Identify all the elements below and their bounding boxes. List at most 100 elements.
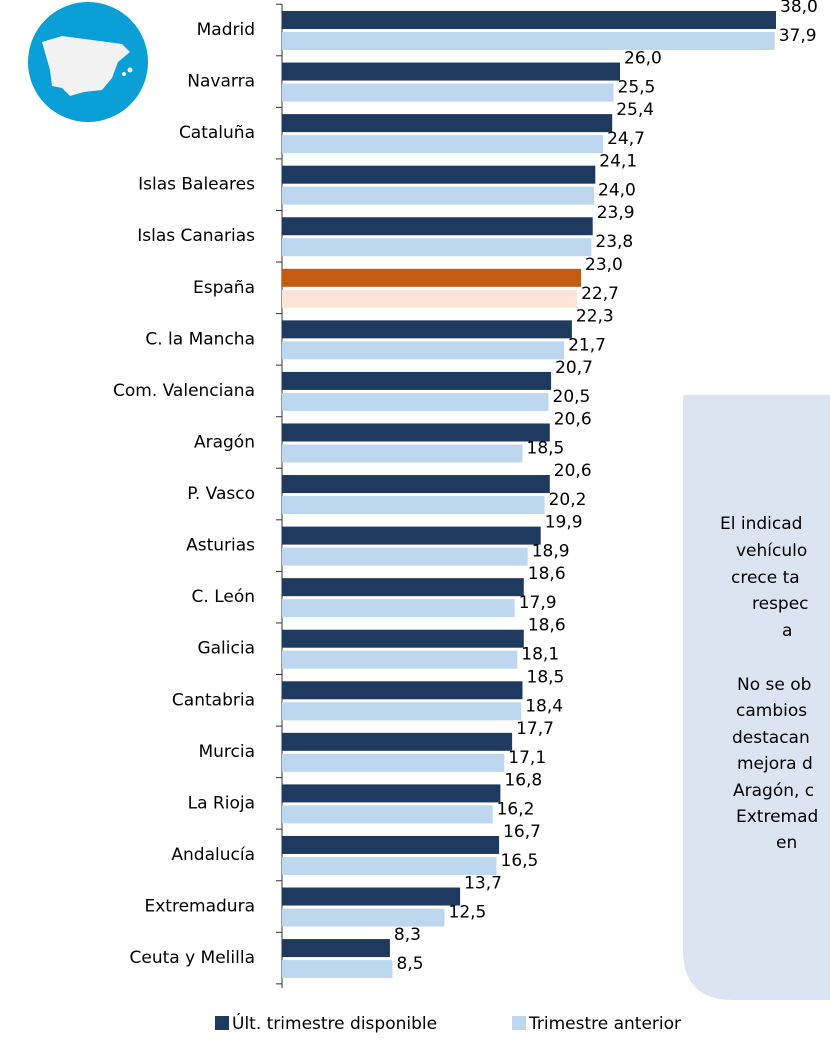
value-label: 8,5: [397, 954, 424, 974]
bar: [282, 784, 501, 803]
value-label: 18,5: [527, 667, 565, 687]
value-label: 18,1: [521, 645, 559, 665]
annotation-line: No se ob: [737, 675, 811, 695]
value-label: 20,5: [553, 387, 591, 407]
category-label: Murcia: [198, 742, 255, 762]
category-label: Extremadura: [145, 897, 256, 917]
bar: [282, 856, 497, 875]
category-label: España: [193, 278, 255, 298]
annotation-line: crece ta: [731, 568, 800, 588]
bar: [282, 702, 522, 721]
bar: [282, 238, 592, 257]
legend-swatch: [512, 1016, 526, 1030]
bar: [282, 681, 523, 700]
category-label: Navarra: [187, 72, 255, 92]
value-label: 21,7: [568, 335, 606, 355]
value-label: 20,6: [554, 409, 592, 429]
bar: [282, 753, 505, 772]
bar: [282, 578, 524, 597]
value-label: 16,2: [497, 799, 535, 819]
category-label: Madrid: [197, 20, 255, 40]
value-label: 22,7: [581, 284, 619, 304]
value-label: 16,5: [501, 851, 539, 871]
value-label: 37,9: [779, 26, 817, 46]
bar: [282, 835, 500, 854]
value-label: 20,6: [554, 461, 592, 481]
value-label: 13,7: [464, 874, 502, 894]
value-label: 19,9: [545, 513, 583, 533]
bar: [282, 83, 614, 102]
spain-icon: [28, 2, 148, 122]
bar: [282, 392, 549, 411]
category-label: Cantabria: [172, 690, 255, 710]
bar: [282, 371, 552, 390]
value-label: 24,1: [599, 152, 637, 172]
value-label: 25,5: [618, 78, 656, 98]
bar: [282, 186, 594, 205]
bar: [282, 62, 620, 81]
bar: [282, 444, 523, 463]
value-label: 18,9: [532, 542, 570, 562]
category-label: Andalucía: [171, 845, 255, 865]
annotation-line: Aragón, c: [733, 781, 814, 801]
legend-label: Últ. trimestre disponible: [232, 1012, 437, 1034]
value-label: 25,4: [616, 100, 654, 120]
value-label: 18,6: [528, 616, 566, 636]
bar: [282, 135, 604, 154]
value-label: 16,7: [503, 822, 541, 842]
category-label: Ceuta y Melilla: [130, 948, 256, 968]
category-label: Aragón: [194, 432, 255, 452]
bar: [282, 887, 461, 906]
value-label: 17,9: [519, 593, 557, 613]
bar: [282, 496, 545, 515]
value-label: 18,5: [527, 438, 565, 458]
bar: [282, 939, 390, 958]
value-label: 18,6: [528, 564, 566, 584]
value-label: 23,0: [585, 255, 623, 275]
value-label: 26,0: [624, 49, 662, 69]
bar: [282, 475, 550, 494]
category-label: Islas Baleares: [138, 175, 255, 195]
value-label: 24,0: [598, 181, 636, 201]
value-label: 17,1: [508, 748, 546, 768]
bar: [282, 526, 541, 545]
category-label: Asturias: [186, 536, 255, 556]
bar: [282, 650, 518, 669]
category-label: Cataluña: [179, 123, 255, 143]
value-label: 22,3: [576, 306, 614, 326]
category-label: Com. Valenciana: [113, 381, 255, 401]
value-label: 17,7: [516, 719, 554, 739]
bar: [282, 732, 513, 751]
legend-label: Trimestre anterior: [528, 1014, 681, 1034]
value-label: 24,7: [607, 129, 645, 149]
value-label: 20,7: [555, 358, 593, 378]
category-label: Islas Canarias: [137, 226, 255, 246]
bar: [282, 217, 593, 236]
value-label: 38,0: [780, 0, 818, 17]
bar: [282, 32, 775, 50]
text-box: [683, 395, 830, 1000]
legend-swatch: [215, 1016, 229, 1030]
category-label: La Rioja: [188, 793, 255, 813]
annotation-line: El indicad: [720, 514, 802, 534]
bar: [282, 114, 613, 133]
bar: [282, 11, 776, 29]
annotation-line: mejora d: [737, 754, 813, 774]
bar: [282, 599, 515, 618]
value-label: 12,5: [449, 903, 487, 923]
bar: [282, 320, 572, 339]
category-label: C. León: [192, 587, 255, 607]
value-label: 16,8: [504, 770, 542, 790]
annotation-line: en: [776, 833, 797, 853]
annotation-line: vehículo: [736, 541, 807, 561]
value-label: 23,8: [595, 232, 633, 252]
bar: [282, 805, 493, 824]
bar: [282, 341, 565, 360]
annotation-line: cambios: [736, 701, 807, 721]
category-label: Galicia: [197, 639, 255, 659]
bar: [282, 289, 578, 308]
bar: [282, 547, 528, 566]
value-label: 18,4: [525, 696, 563, 716]
bar: [282, 960, 393, 979]
